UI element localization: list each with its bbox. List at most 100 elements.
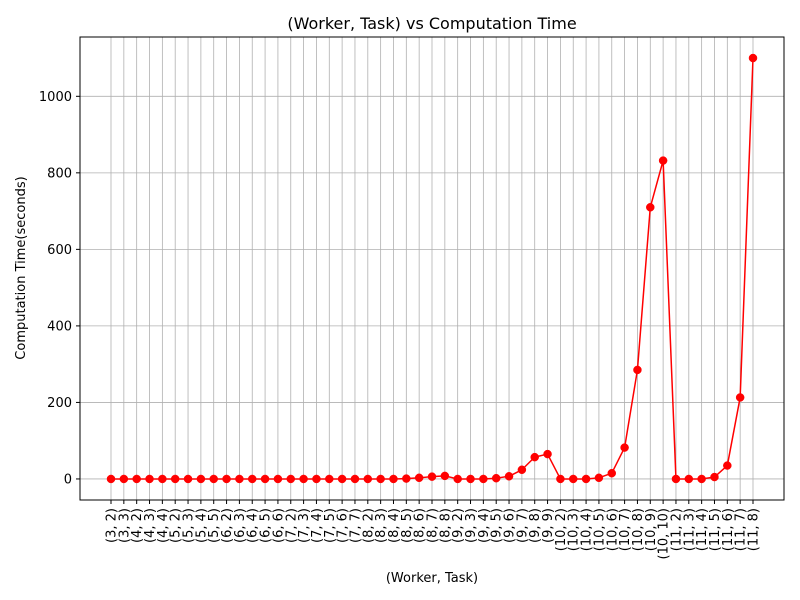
data-point xyxy=(158,474,167,484)
y-tick-label: 200 xyxy=(47,396,72,411)
data-point xyxy=(440,471,450,481)
data-point xyxy=(325,474,334,484)
x-tick-label: (7, 7) xyxy=(348,508,363,543)
data-point xyxy=(620,443,629,452)
data-point xyxy=(530,452,539,462)
x-tick-label: (7, 3) xyxy=(297,508,312,543)
x-tick-label: (11, 6) xyxy=(721,508,736,551)
x-tick-label: (6, 6) xyxy=(271,508,286,543)
data-point xyxy=(723,461,732,470)
data-point xyxy=(363,474,373,484)
x-tick-label: (4, 3) xyxy=(143,508,158,543)
data-point xyxy=(389,474,398,484)
data-point xyxy=(132,474,141,484)
x-tick-label: (8, 8) xyxy=(438,508,453,543)
x-tick-label: (8, 3) xyxy=(374,508,389,543)
x-tick-label: (5, 2) xyxy=(169,508,184,543)
x-tick-label: (6, 2) xyxy=(220,508,235,543)
x-tick-label: (8, 7) xyxy=(426,508,441,543)
data-point xyxy=(646,203,655,212)
y-tick-label: 0 xyxy=(64,472,72,487)
data-point xyxy=(581,474,591,484)
data-point xyxy=(222,474,231,484)
x-tick-label: (7, 4) xyxy=(310,508,325,543)
x-tick-label: (8, 5) xyxy=(400,508,415,543)
data-point xyxy=(235,474,244,484)
x-tick-label: (5, 5) xyxy=(207,508,222,543)
data-point xyxy=(106,474,116,484)
data-point xyxy=(337,474,347,484)
y-tick-label: 600 xyxy=(47,243,72,258)
data-point xyxy=(453,474,462,484)
data-point xyxy=(710,472,719,482)
data-point xyxy=(260,474,270,484)
y-tick-label: 1000 xyxy=(39,90,72,105)
x-tick-label: (10, 5) xyxy=(592,508,607,551)
x-tick-label: (9, 7) xyxy=(515,508,530,543)
x-tick-label: (10, 6) xyxy=(605,508,620,551)
data-point xyxy=(466,474,475,484)
x-tick-label: (7, 5) xyxy=(323,508,338,543)
x-tick-label: (9, 5) xyxy=(490,508,505,543)
x-tick-label: (11, 2) xyxy=(669,508,684,551)
data-point xyxy=(594,473,604,483)
x-tick-label: (7, 6) xyxy=(336,508,351,543)
data-point xyxy=(658,156,668,165)
data-point xyxy=(543,449,552,459)
data-point xyxy=(286,474,296,484)
series-computation-time xyxy=(106,53,758,484)
x-tick-label: (4, 4) xyxy=(156,508,171,543)
grid xyxy=(80,37,784,500)
data-point xyxy=(633,365,642,375)
x-tick-label: (10, 3) xyxy=(567,508,582,551)
x-tick-label: (7, 2) xyxy=(284,508,299,543)
x-axis: (3, 2)(3, 3)(4, 2)(4, 3)(4, 4)(5, 2)(5, … xyxy=(105,500,762,560)
data-point xyxy=(376,474,385,484)
x-tick-label: (9, 4) xyxy=(477,508,492,543)
data-point xyxy=(697,474,706,484)
x-tick-label: (11, 8) xyxy=(747,508,762,551)
data-point xyxy=(350,474,360,484)
data-point xyxy=(479,474,488,484)
y-axis-title: Computation Time(seconds) xyxy=(14,176,29,359)
data-point xyxy=(402,474,411,483)
y-tick-label: 400 xyxy=(47,319,72,334)
x-tick-label: (9, 2) xyxy=(451,508,466,543)
data-point xyxy=(414,473,424,483)
data-point xyxy=(209,474,218,484)
x-tick-label: (6, 3) xyxy=(233,508,248,543)
data-point xyxy=(145,474,154,484)
x-tick-label: (9, 6) xyxy=(503,508,518,543)
data-point xyxy=(607,468,617,478)
x-tick-label: (5, 3) xyxy=(182,508,197,543)
x-tick-label: (3, 3) xyxy=(117,508,132,543)
x-tick-label: (8, 2) xyxy=(361,508,376,543)
x-tick-label: (9, 9) xyxy=(541,508,556,543)
x-tick-label: (11, 4) xyxy=(695,508,710,551)
data-point xyxy=(170,474,180,484)
x-tick-label: (6, 5) xyxy=(259,508,274,543)
data-point xyxy=(427,472,437,481)
x-tick-label: (6, 4) xyxy=(246,508,261,543)
x-axis-title: (Worker, Task) xyxy=(386,571,478,586)
x-tick-label: (8, 4) xyxy=(387,508,402,543)
data-point xyxy=(568,474,578,484)
data-point xyxy=(517,465,527,475)
data-point xyxy=(671,474,681,484)
data-point xyxy=(556,474,565,484)
x-tick-label: (10, 10) xyxy=(657,508,672,560)
chart-title: (Worker, Task) vs Computation Time xyxy=(287,14,576,33)
data-point xyxy=(247,474,257,484)
x-tick-label: (11, 3) xyxy=(682,508,697,551)
x-tick-label: (5, 4) xyxy=(194,508,209,543)
x-tick-label: (11, 7) xyxy=(734,508,749,551)
x-tick-label: (9, 8) xyxy=(528,508,543,543)
x-tick-label: (10, 2) xyxy=(554,508,569,551)
data-point xyxy=(183,474,193,484)
data-point xyxy=(312,474,321,484)
x-tick-label: (10, 8) xyxy=(631,508,646,551)
x-tick-label: (10, 7) xyxy=(618,508,633,551)
data-point xyxy=(196,474,206,484)
x-tick-label: (10, 4) xyxy=(580,508,595,551)
